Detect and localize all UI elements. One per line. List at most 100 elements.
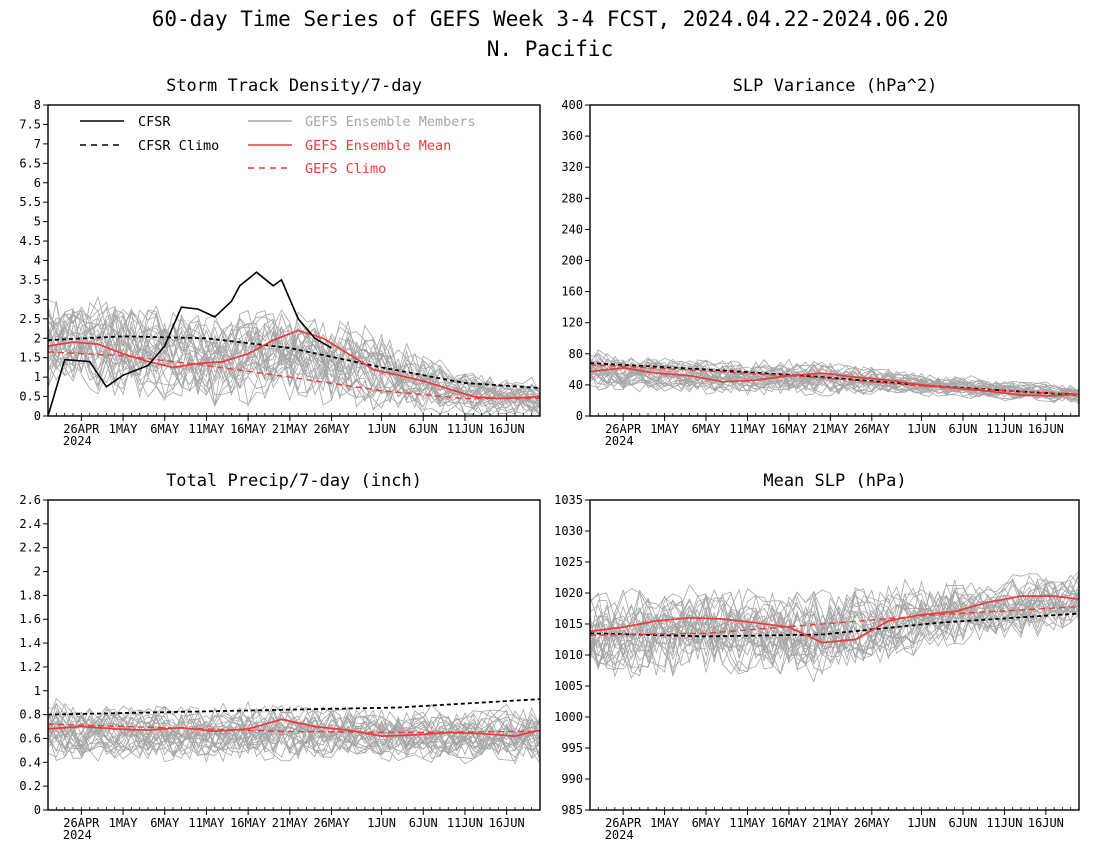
x-tick-label: 6MAY	[150, 816, 180, 830]
panel-storm-track-density: Storm Track Density/7-day 0 0.5 1 1.5 2 2.5 3 3…	[19, 76, 541, 448]
y-tick-label: 4	[34, 254, 41, 268]
x-tick-label: 1MAY	[109, 816, 139, 830]
y-tick-label: 995	[561, 741, 583, 755]
y-tick-label: 0	[34, 409, 41, 423]
ensemble-member-line	[48, 711, 540, 745]
ensemble-member-line	[590, 578, 1079, 641]
y-tick-label: 5.5	[19, 195, 41, 209]
x-tick-label: 11JUN	[447, 816, 483, 830]
series-line-cfsr-climo	[48, 335, 540, 389]
y-tick-label: 400	[561, 98, 583, 112]
panel-total-precip: Total Precip/7-day (inch) 0 0.2 0.4 0.6 0.8 1…	[19, 471, 541, 842]
ensemble-member-line	[48, 697, 540, 735]
series-line-ens-mean	[48, 329, 540, 400]
y-tick-label: 1	[34, 684, 41, 698]
legend-label-members: GEFS Ensemble Members	[305, 114, 476, 130]
y-tick-label: 6.5	[19, 156, 41, 170]
panel-title: Mean SLP (hPa)	[763, 471, 906, 491]
y-tick-label: 0.8	[19, 708, 41, 722]
x-tick-label: 1MAY	[650, 422, 680, 436]
ensemble-member-line	[590, 360, 1079, 396]
y-tick-label: 40	[569, 378, 583, 392]
x-tick-label: 1JUN	[907, 422, 936, 436]
ensemble-member-line	[48, 728, 540, 765]
y-tick-label: 2	[34, 331, 41, 345]
panel-mean-slp: Mean SLP (hPa) 985 990 995 1000 1005 1010 1015…	[554, 471, 1080, 842]
series-line-gefs-climo	[590, 364, 1079, 395]
y-tick-label: 3.5	[19, 273, 41, 287]
x-tick-label: 16MAY	[230, 422, 267, 436]
y-tick-label: 1010	[554, 648, 583, 662]
ensemble-member-line	[590, 572, 1079, 629]
ensemble-member-line	[590, 370, 1079, 401]
x-tick-label: 16JUN	[489, 816, 525, 830]
y-tick-label: 1.6	[19, 612, 41, 626]
series-line-ens-mean	[48, 718, 540, 737]
x-tick-label: 6JUN	[409, 816, 438, 830]
y-tick-label: 2.6	[19, 493, 41, 507]
x-tick-label: 1JUN	[367, 422, 396, 436]
legend-label-gefs-climo: GEFS Climo	[305, 161, 386, 177]
ensemble-member-line	[48, 324, 540, 405]
figure-subtitle: N. Pacific	[487, 37, 613, 61]
x-tick-year-label: 2024	[63, 434, 92, 448]
y-tick-label: 7	[34, 137, 41, 151]
ensemble-member-line	[590, 596, 1079, 658]
x-tick-label: 11MAY	[729, 816, 766, 830]
legend: CFSR CFSR Climo GEFS Ensemble Members GE…	[80, 114, 476, 177]
y-tick-label: 0.2	[19, 779, 41, 793]
y-tick-label: 990	[561, 772, 583, 786]
y-tick-label: 200	[561, 254, 583, 268]
x-tick-label: 6JUN	[409, 422, 438, 436]
ensemble-member-line	[590, 579, 1079, 644]
ensemble-member-line	[48, 339, 540, 415]
y-tick-label: 1.5	[19, 351, 41, 365]
x-tick-label: 26MAY	[854, 422, 891, 436]
x-tick-label: 6MAY	[692, 422, 722, 436]
y-tick-label: 240	[561, 222, 583, 236]
y-tick-label: 0.6	[19, 731, 41, 745]
y-tick-label: 1	[34, 370, 41, 384]
ensemble-member-line	[590, 353, 1079, 395]
y-tick-label: 2	[34, 565, 41, 579]
x-tick-label: 16JUN	[1028, 816, 1064, 830]
panel-title: Storm Track Density/7-day	[166, 76, 422, 96]
y-tick-label: 320	[561, 160, 583, 174]
panel-title: SLP Variance (hPa^2)	[733, 76, 938, 96]
series-line-cfsr	[48, 271, 332, 416]
figure-title: 60-day Time Series of GEFS Week 3-4 FCST…	[152, 7, 949, 31]
y-tick-label: 1.2	[19, 660, 41, 674]
ensemble-member-line	[48, 714, 540, 751]
ensemble-member-line	[590, 581, 1079, 647]
y-tick-label: 8	[34, 98, 41, 112]
legend-label-ens-mean: GEFS Ensemble Mean	[305, 138, 451, 154]
x-tick-label: 6MAY	[692, 816, 722, 830]
x-tick-label: 26APR	[63, 422, 100, 436]
ensemble-member-line	[590, 352, 1079, 393]
x-tick-label: 26MAY	[313, 422, 350, 436]
x-tick-label: 11MAY	[188, 422, 225, 436]
x-tick-label: 21MAY	[272, 816, 309, 830]
x-tick-label: 16MAY	[771, 816, 808, 830]
x-tick-label: 16MAY	[771, 422, 808, 436]
series-line-cfsr-climo	[48, 698, 540, 716]
ensemble-member-line	[48, 301, 540, 399]
ensemble-member-line	[48, 306, 540, 403]
series-line-gefs-climo	[48, 351, 540, 400]
y-tick-label: 120	[561, 316, 583, 330]
x-tick-label: 6JUN	[949, 422, 978, 436]
legend-label-cfsr: CFSR	[138, 114, 171, 130]
ensemble-member-line	[48, 726, 540, 760]
x-tick-label: 6JUN	[949, 816, 978, 830]
ensemble-member-line	[48, 336, 540, 409]
y-tick-label: 1035	[554, 493, 583, 507]
x-tick-label: 26APR	[605, 422, 642, 436]
x-tick-label: 26MAY	[313, 816, 350, 830]
series-line-gefs-climo	[48, 723, 540, 734]
y-tick-label: 0.5	[19, 390, 41, 404]
x-tick-label: 26APR	[605, 816, 642, 830]
y-tick-label: 1.4	[19, 636, 41, 650]
x-tick-label: 11MAY	[188, 816, 225, 830]
legend-label-cfsr-climo: CFSR Climo	[138, 138, 219, 154]
x-tick-label: 21MAY	[272, 422, 309, 436]
